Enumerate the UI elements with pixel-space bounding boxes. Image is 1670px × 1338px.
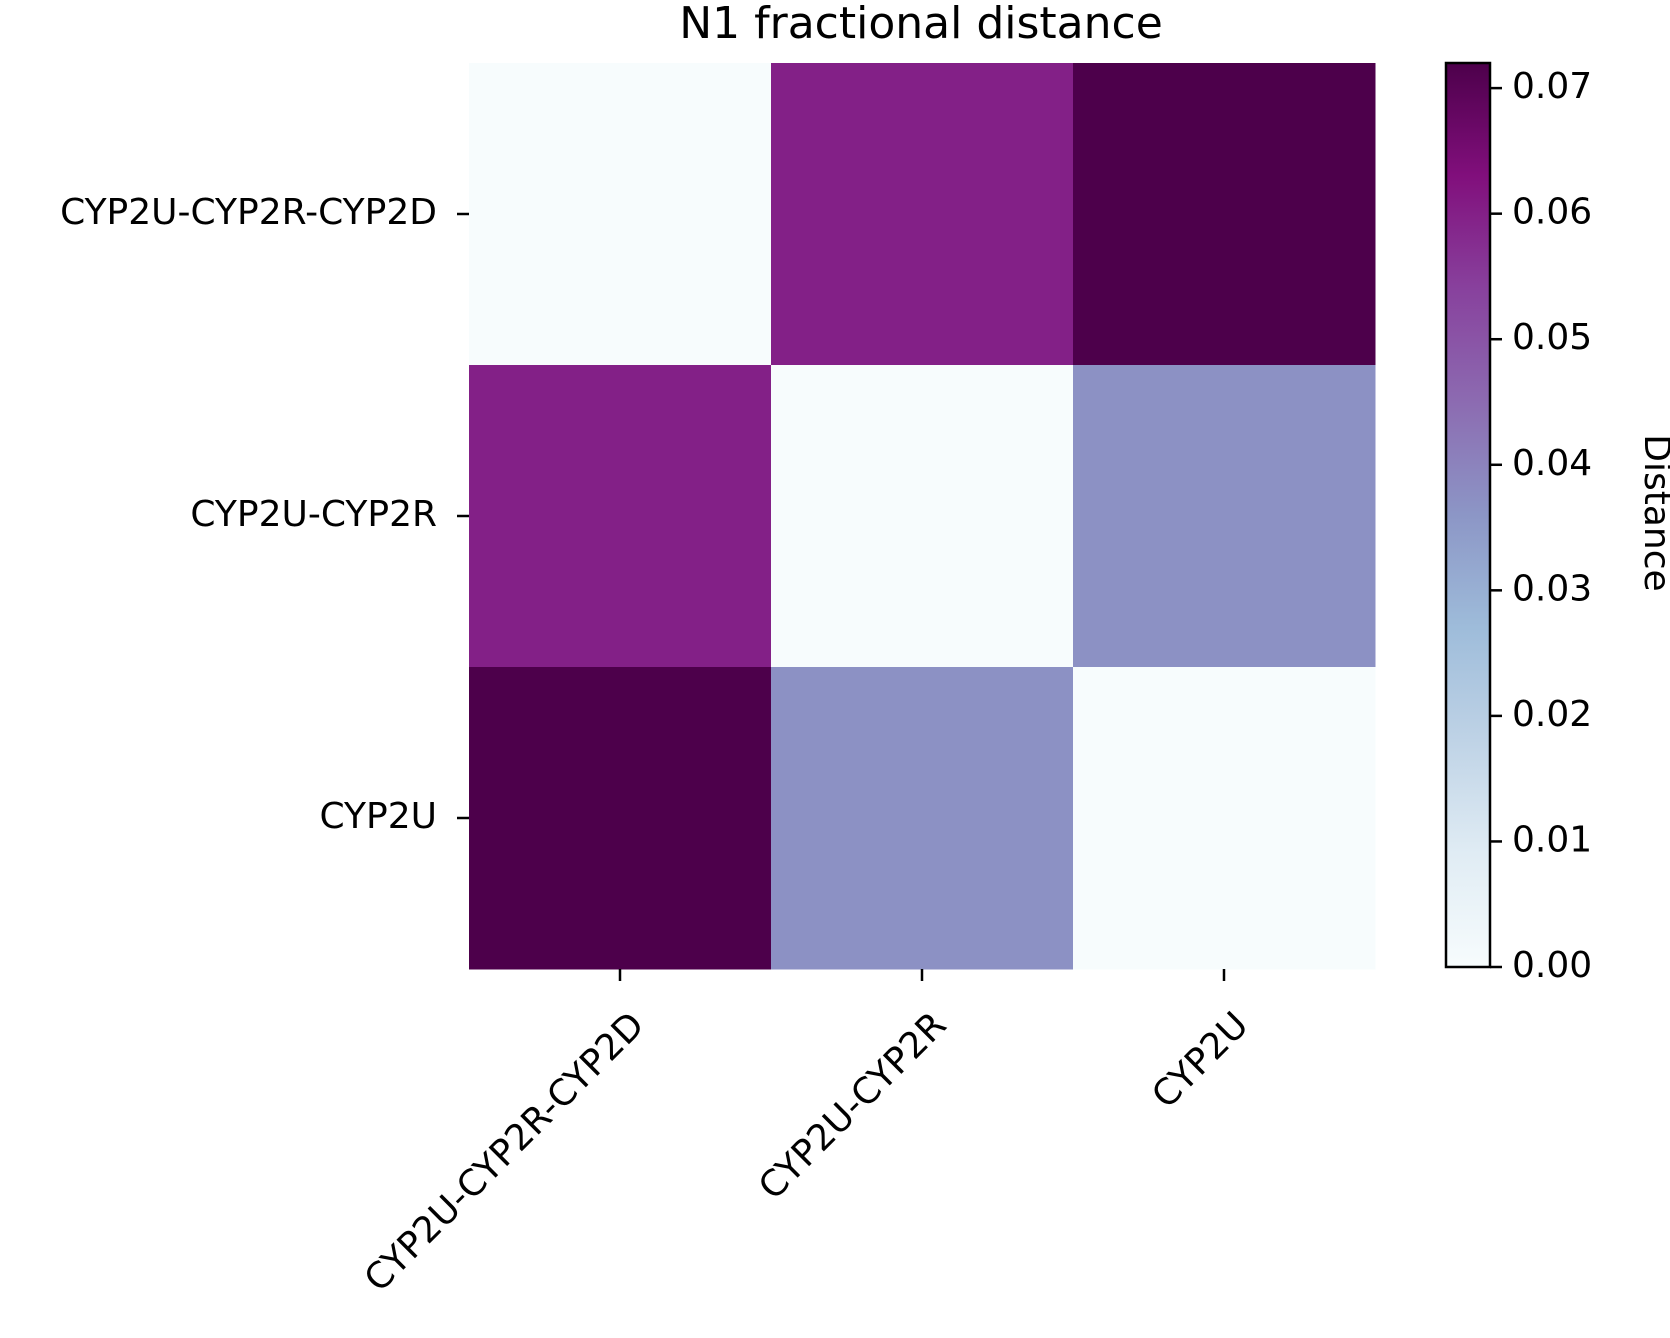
colorbar-tick-label: 0.04 [1512, 443, 1592, 484]
heatmap-cell [469, 667, 772, 970]
y-tick-label: CYP2U [320, 796, 437, 837]
x-tick-label: CYP2U-CYP2R-CYP2D [357, 1004, 653, 1300]
colorbar-label: Distance [1636, 434, 1670, 591]
colorbar-tick-label: 0.03 [1512, 568, 1592, 609]
heatmap-cell [469, 63, 772, 366]
colorbar-tick-label: 0.01 [1512, 819, 1592, 860]
colorbar: 0.00 0.01 0.02 0.03 0.04 0.05 0.06 0.07 Distanc… [1444, 61, 1670, 986]
colorbar-tick-label: 0.07 [1512, 66, 1592, 107]
chart-title: N1 fractional distance [679, 0, 1163, 49]
colorbar-gradient [1444, 61, 1492, 969]
x-tick-label: CYP2U-CYP2R [751, 1004, 954, 1207]
heatmap-cell [771, 63, 1074, 366]
heatmap-cell [1073, 63, 1376, 366]
colorbar-tick-label: 0.02 [1512, 694, 1592, 735]
y-axis: CYP2U-CYP2R-CYP2D CYP2U-CYP2R CYP2U [60, 192, 469, 837]
y-tick-label: CYP2U-CYP2R [190, 494, 437, 535]
heatmap-cells [469, 63, 1376, 970]
heatmap-cell [1073, 667, 1376, 970]
heatmap-cell [771, 667, 1074, 970]
colorbar-ticks: 0.00 0.01 0.02 0.03 0.04 0.05 0.06 0.07 [1490, 66, 1592, 986]
colorbar-tick-label: 0.06 [1512, 192, 1592, 233]
x-tick-label: CYP2U [1144, 1004, 1256, 1116]
x-axis: CYP2U-CYP2R-CYP2D CYP2U-CYP2R CYP2U [357, 969, 1256, 1300]
heatmap-cell [1073, 365, 1376, 668]
heatmap-cell [469, 365, 772, 668]
y-tick-label: CYP2U-CYP2R-CYP2D [60, 192, 437, 233]
heatmap-cell [771, 365, 1074, 668]
colorbar-tick-label: 0.05 [1512, 317, 1592, 358]
colorbar-tick-label: 0.00 [1512, 945, 1592, 986]
